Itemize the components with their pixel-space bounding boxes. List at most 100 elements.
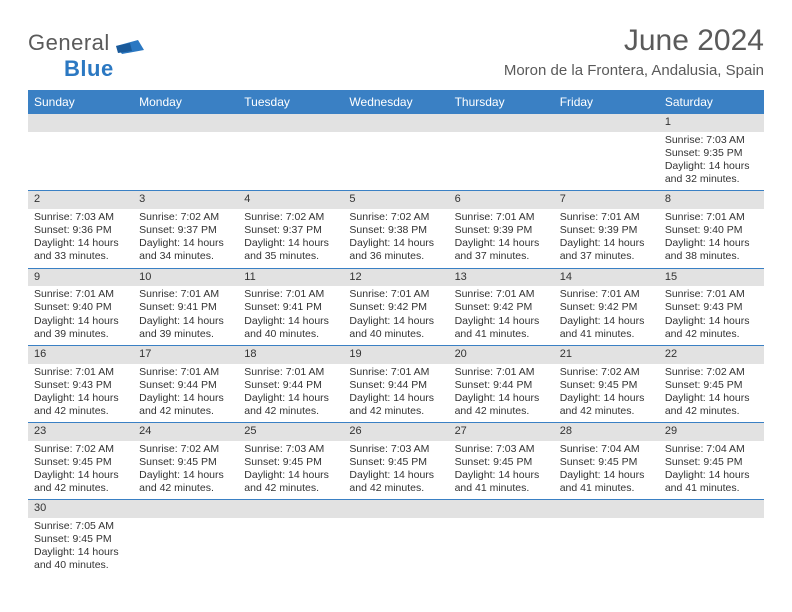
day-number-row — [554, 114, 659, 132]
sunset-line: Sunset: 9:44 PM — [244, 379, 337, 392]
day-number-row — [133, 114, 238, 132]
day-details: Sunrise: 7:02 AMSunset: 9:38 PMDaylight:… — [343, 209, 448, 268]
daylight-line: Daylight: 14 hours and 41 minutes. — [455, 315, 548, 341]
day-details: Sunrise: 7:03 AMSunset: 9:45 PMDaylight:… — [238, 441, 343, 500]
sunset-line: Sunset: 9:41 PM — [139, 301, 232, 314]
sunrise-line: Sunrise: 7:03 AM — [455, 443, 548, 456]
calendar-empty-cell — [449, 500, 554, 577]
calendar-day-cell: 15Sunrise: 7:01 AMSunset: 9:43 PMDayligh… — [659, 268, 764, 345]
sunset-line: Sunset: 9:45 PM — [665, 379, 758, 392]
sunset-line: Sunset: 9:45 PM — [455, 456, 548, 469]
sunrise-line: Sunrise: 7:02 AM — [560, 366, 653, 379]
sunset-line: Sunset: 9:43 PM — [34, 379, 127, 392]
calendar-day-cell: 13Sunrise: 7:01 AMSunset: 9:42 PMDayligh… — [449, 268, 554, 345]
day-number: 5 — [343, 191, 448, 209]
day-details: Sunrise: 7:02 AMSunset: 9:45 PMDaylight:… — [554, 364, 659, 423]
calendar-day-cell: 25Sunrise: 7:03 AMSunset: 9:45 PMDayligh… — [238, 423, 343, 500]
day-details: Sunrise: 7:01 AMSunset: 9:39 PMDaylight:… — [554, 209, 659, 268]
day-number: 14 — [554, 269, 659, 287]
calendar-day-cell: 6Sunrise: 7:01 AMSunset: 9:39 PMDaylight… — [449, 191, 554, 268]
sunset-line: Sunset: 9:35 PM — [665, 147, 758, 160]
day-details: Sunrise: 7:01 AMSunset: 9:42 PMDaylight:… — [449, 286, 554, 345]
calendar-week-row: 16 Sunrise: 7:01 AM Sunset: 9:43 PM Dayligh… — [28, 345, 764, 422]
daylight-line: Daylight: 14 hours and 40 minutes. — [244, 315, 337, 341]
daylight-line: Daylight: 14 hours and 42 minutes. — [349, 469, 442, 495]
day-number: 9 — [28, 269, 133, 287]
calendar-day-cell: 17Sunrise: 7:01 AMSunset: 9:44 PMDayligh… — [133, 345, 238, 422]
calendar-day-cell: 23Sunrise: 7:02 AMSunset: 9:45 PMDayligh… — [28, 423, 133, 500]
sunrise-line: Sunrise: 7:02 AM — [139, 211, 232, 224]
sunrise-line: Sunrise: 7:03 AM — [349, 443, 442, 456]
day-details: Sunrise: 7:02 AMSunset: 9:45 PMDaylight:… — [659, 364, 764, 423]
day-number: 4 — [238, 191, 343, 209]
day-number: 19 — [343, 346, 448, 364]
day-number: 1 — [659, 114, 764, 132]
sunset-line: Sunset: 9:45 PM — [560, 379, 653, 392]
day-number-row — [659, 500, 764, 518]
sunrise-line: Sunrise: 7:01 AM — [349, 366, 442, 379]
sunrise-line: Sunrise: 7:01 AM — [244, 366, 337, 379]
sunrise-line: Sunrise: 7:01 AM — [560, 211, 653, 224]
day-number-row — [238, 114, 343, 132]
sunset-line: Sunset: 9:45 PM — [349, 456, 442, 469]
weekday-header: Sunday — [28, 90, 133, 114]
calendar-day-cell: 27Sunrise: 7:03 AMSunset: 9:45 PMDayligh… — [449, 423, 554, 500]
calendar-day-cell: 9Sunrise: 7:01 AMSunset: 9:40 PMDaylight… — [28, 268, 133, 345]
weekday-header: Thursday — [449, 90, 554, 114]
sunrise-line: Sunrise: 7:02 AM — [34, 443, 127, 456]
calendar-day-cell: 26Sunrise: 7:03 AMSunset: 9:45 PMDayligh… — [343, 423, 448, 500]
daylight-line: Daylight: 14 hours and 42 minutes. — [349, 392, 442, 418]
calendar-body: 1Sunrise: 7:03 AMSunset: 9:35 PMDaylight… — [28, 114, 764, 577]
sunrise-line: Sunrise: 7:01 AM — [665, 288, 758, 301]
logo-flag-icon — [116, 40, 146, 67]
calendar-day-cell: 5Sunrise: 7:02 AMSunset: 9:38 PMDaylight… — [343, 191, 448, 268]
day-number-row — [554, 500, 659, 518]
calendar-day-cell: 3Sunrise: 7:02 AMSunset: 9:37 PMDaylight… — [133, 191, 238, 268]
sunrise-line: Sunrise: 7:01 AM — [455, 366, 548, 379]
day-details: Sunrise: 7:02 AMSunset: 9:37 PMDaylight:… — [133, 209, 238, 268]
sunset-line: Sunset: 9:42 PM — [349, 301, 442, 314]
day-number: 29 — [659, 423, 764, 441]
day-details: Sunrise: 7:01 AMSunset: 9:43 PMDaylight:… — [659, 286, 764, 345]
calendar-day-cell: 29Sunrise: 7:04 AMSunset: 9:45 PMDayligh… — [659, 423, 764, 500]
sunrise-line: Sunrise: 7:01 AM — [139, 366, 232, 379]
calendar-empty-cell — [343, 500, 448, 577]
day-number: 26 — [343, 423, 448, 441]
calendar-table: SundayMondayTuesdayWednesdayThursdayFrid… — [28, 90, 764, 577]
sunrise-line: Sunrise: 7:01 AM — [665, 211, 758, 224]
weekday-header: Tuesday — [238, 90, 343, 114]
day-number: 6 — [449, 191, 554, 209]
weekday-header: Saturday — [659, 90, 764, 114]
day-details: Sunrise: 7:04 AMSunset: 9:45 PMDaylight:… — [659, 441, 764, 500]
weekday-header-row: SundayMondayTuesdayWednesdayThursdayFrid… — [28, 90, 764, 114]
day-details: Sunrise: 7:04 AMSunset: 9:45 PMDaylight:… — [554, 441, 659, 500]
daylight-line: Daylight: 14 hours and 36 minutes. — [349, 237, 442, 263]
sunset-line: Sunset: 9:39 PM — [455, 224, 548, 237]
sunrise-line: Sunrise: 7:01 AM — [34, 288, 127, 301]
day-details: Sunrise: 7:03 AMSunset: 9:45 PMDaylight:… — [343, 441, 448, 500]
calendar-day-cell: 14Sunrise: 7:01 AMSunset: 9:42 PMDayligh… — [554, 268, 659, 345]
sunrise-line: Sunrise: 7:03 AM — [665, 134, 758, 147]
logo-text-blue: Blue — [64, 56, 114, 81]
sunset-line: Sunset: 9:42 PM — [560, 301, 653, 314]
calendar-day-cell: 30Sunrise: 7:05 AMSunset: 9:45 PMDayligh… — [28, 500, 133, 577]
daylight-line: Daylight: 14 hours and 42 minutes. — [139, 469, 232, 495]
day-number: 7 — [554, 191, 659, 209]
daylight-line: Daylight: 14 hours and 42 minutes. — [139, 392, 232, 418]
day-number: 10 — [133, 269, 238, 287]
daylight-line: Daylight: 14 hours and 41 minutes. — [560, 469, 653, 495]
calendar-empty-cell — [554, 114, 659, 191]
sunset-line: Sunset: 9:37 PM — [244, 224, 337, 237]
sunrise-line: Sunrise: 7:01 AM — [349, 288, 442, 301]
sunrise-line: Sunrise: 7:04 AM — [560, 443, 653, 456]
logo-text-general: General — [28, 30, 110, 55]
day-details: Sunrise: 7:01 AMSunset: 9:42 PMDaylight:… — [554, 286, 659, 345]
sunrise-line: Sunrise: 7:04 AM — [665, 443, 758, 456]
day-details: Sunrise: 7:01 AMSunset: 9:44 PMDaylight:… — [133, 364, 238, 423]
daylight-line: Daylight: 14 hours and 38 minutes. — [665, 237, 758, 263]
day-details: Sunrise: 7:01 AMSunset: 9:40 PMDaylight:… — [28, 286, 133, 345]
day-number: 16 — [28, 346, 133, 364]
sunset-line: Sunset: 9:45 PM — [665, 456, 758, 469]
day-details: Sunrise: 7:01 AMSunset: 9:44 PMDaylight:… — [343, 364, 448, 423]
calendar-empty-cell — [659, 500, 764, 577]
